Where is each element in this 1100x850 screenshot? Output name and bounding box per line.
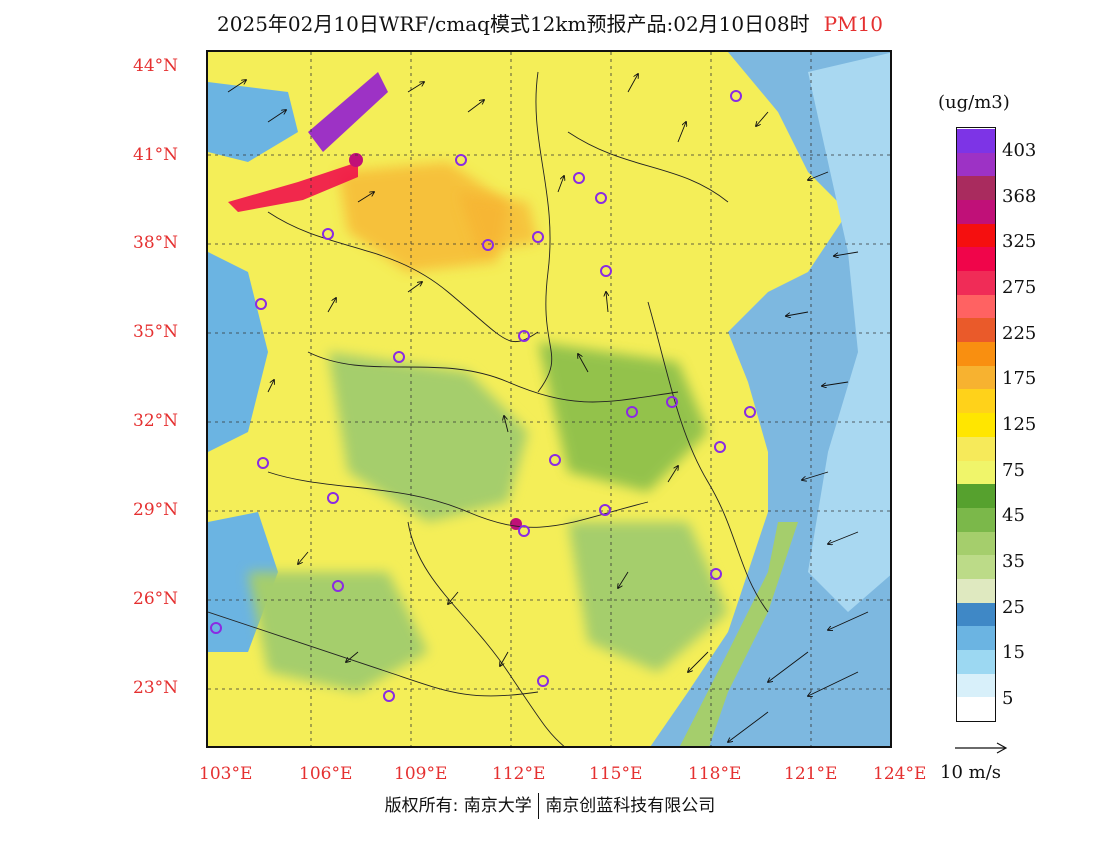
legend-swatch [957,673,995,698]
hotspot-small [510,518,522,530]
legend-tick: 275 [1002,277,1037,298]
coastal-green [680,522,798,746]
copyright-footer: 版权所有: 南京大学 南京创蓝科技有限公司 [0,791,1100,819]
legend-swatch [957,199,995,224]
wind-reference-arrow [955,742,1008,754]
legend-tick: 25 [1002,596,1025,618]
legend-swatch [957,152,995,177]
southwest-green-region [248,572,428,692]
lon-label-103: 103°E [199,764,253,784]
legend-swatch [957,246,995,272]
legend-swatch [957,696,995,721]
east-green-region [538,342,708,492]
lon-label-112: 112°E [492,764,546,784]
legend-swatch [957,175,995,201]
lat-label-41: 41°N [133,145,179,165]
north-orange-region-2 [458,192,538,252]
hotspot-red [349,153,363,167]
legend-swatch [957,270,995,295]
legend-tick: 15 [1002,642,1025,664]
lat-lon-grid [208,52,890,746]
lat-label-32: 32°N [133,411,179,431]
lat-label-35: 35°N [133,322,179,342]
legend-swatch [957,554,995,579]
legend-swatch [957,128,995,153]
lat-label-29: 29°N [133,500,179,520]
legend-swatch [957,294,995,319]
west-low-region [208,252,268,452]
northwest-plume [308,72,388,152]
legend-swatch [957,602,995,627]
title-species: PM10 [823,12,883,36]
lat-label-26: 26°N [133,589,179,609]
legend-swatch [957,625,995,650]
lon-label-124: 124°E [873,764,927,784]
footer-divider [537,793,540,819]
central-green-region [328,352,528,522]
lat-label-23: 23°N [133,678,179,698]
legend-swatch [957,365,995,390]
city-markers [210,90,756,702]
legend-swatch [957,341,995,366]
legend-swatch [957,317,995,343]
legend-swatch [957,412,995,437]
lon-label-118: 118°E [688,764,742,784]
wind-vectors [227,74,869,742]
wind-reference-label: 10 m/s [940,762,1001,783]
lon-label-121: 121°E [784,764,838,784]
lat-label-44: 44°N [133,56,179,76]
legend-tick: 5 [1002,688,1014,709]
legend-swatch [957,649,995,674]
copyright-text: 版权所有: 南京大学 [384,796,532,816]
legend-swatch [957,389,995,414]
legend-tick: 175 [1002,368,1037,390]
lon-label-106: 106°E [299,764,353,784]
legend-unit: (ug/m3) [938,92,1010,113]
lon-label-109: 109°E [394,764,448,784]
lon-label-115: 115°E [589,764,643,784]
forecast-map[interactable] [206,50,892,748]
legend-tick: 45 [1002,505,1025,527]
northwest-low-region [208,82,298,162]
legend-tick: 35 [1002,551,1025,572]
legend-tick: 403 [1002,140,1037,161]
legend-colorbar [956,127,996,722]
map-canvas [208,52,890,746]
legend-tick: 325 [1002,231,1037,253]
legend-swatch [957,578,995,603]
legend-tick: 75 [1002,459,1025,481]
company-text: 南京创蓝科技有限公司 [545,796,716,816]
title-main: 2025年02月10日WRF/cmaq模式12km预报产品:02月10日08时 [217,12,810,36]
legend-swatch [957,460,995,485]
legend-tick: 125 [1002,414,1037,435]
southeast-green-region [568,522,728,672]
legend-tick: 368 [1002,185,1037,207]
north-high-region [338,162,508,272]
lat-label-38: 38°N [133,233,179,253]
northwest-plume-edge [228,162,358,212]
sea-light-band [808,52,890,612]
legend-swatch [957,436,995,461]
province-borders [208,71,769,746]
legend-swatch [957,483,995,508]
legend-tick: 225 [1002,322,1037,344]
legend-swatch [957,507,995,532]
legend-swatch [957,223,995,248]
map-title: 2025年02月10日WRF/cmaq模式12km预报产品:02月10日08时 P… [0,8,1100,37]
legend-swatch [957,531,995,556]
